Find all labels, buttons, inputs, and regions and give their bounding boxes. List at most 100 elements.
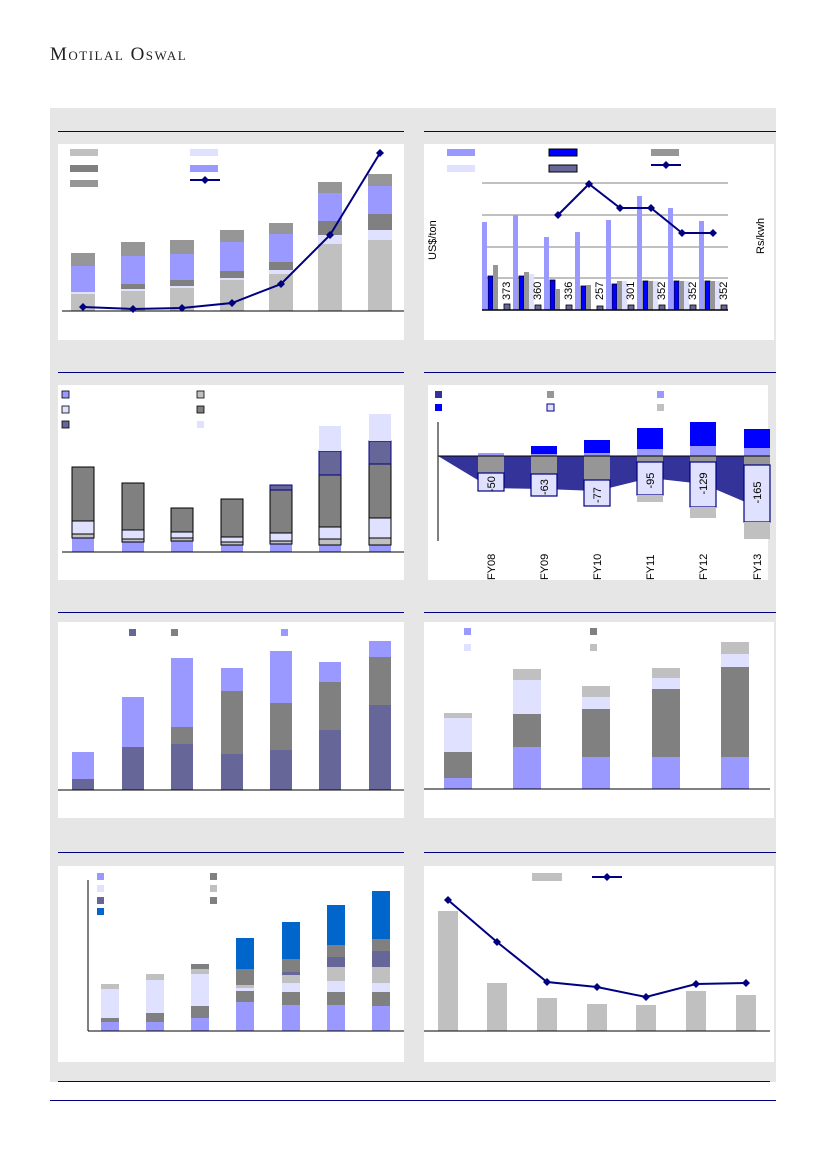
bar-n1 (584, 456, 610, 480)
bar-segment-s3 (319, 662, 341, 682)
line-marker (616, 204, 624, 212)
bar-segment-s3 (146, 980, 164, 1013)
bar-segment-s6 (327, 945, 345, 957)
bar-segment-s6 (282, 959, 300, 972)
bar-segment-s1 (537, 998, 557, 1031)
x-tick-label: FY09 (539, 554, 551, 580)
legend-swatch (281, 629, 288, 636)
bar-segment-s4 (513, 669, 541, 680)
legend-swatch (464, 628, 471, 635)
bar-segment-s1 (636, 1005, 656, 1031)
bar-segment-s1 (368, 240, 392, 311)
legend-swatch (549, 149, 577, 156)
bar-segment-s3 (101, 989, 119, 1018)
legend-outline (548, 164, 578, 173)
legend-swatch (651, 149, 679, 156)
bar-segment-s2 (721, 667, 749, 757)
bar-segment-s3 (170, 280, 194, 286)
legend-swatch (549, 165, 577, 172)
bar-s1 (482, 222, 487, 310)
bar-segment-s3 (444, 718, 472, 752)
data-label: -50 (486, 476, 498, 492)
x-tick-label: FY11 (645, 555, 657, 580)
legend-swatch (129, 629, 136, 636)
line-marker (593, 983, 601, 991)
bar-segment-s1 (319, 545, 341, 552)
bar-segment-s1 (513, 747, 541, 789)
bar-segment-s5 (220, 230, 244, 242)
bar-segment-s2 (121, 289, 145, 291)
bar-s4 (684, 281, 689, 310)
bar-segment-s2 (318, 235, 342, 244)
bar-segment-s7 (236, 938, 254, 969)
bar-n2 (477, 472, 505, 492)
title-rule (58, 612, 404, 613)
bar-p2 (637, 428, 663, 449)
line-marker (554, 211, 562, 219)
bar-segment-s5 (327, 957, 345, 967)
legend-swatch (190, 165, 218, 172)
bar-segment-s2 (368, 230, 392, 240)
bar-segment-s1 (170, 288, 194, 311)
title-rule (424, 852, 776, 853)
line-marker (493, 938, 501, 946)
bar-n2 (689, 461, 717, 508)
legend-outline (548, 148, 578, 157)
line-marker (277, 280, 285, 288)
legend-swatch (190, 149, 218, 156)
bar-s2 (704, 280, 711, 311)
bar-segment-s3 (122, 697, 144, 747)
bar-s4 (653, 281, 658, 310)
x-tick-label: FY13 (752, 554, 764, 580)
bar-segment-s3 (721, 654, 749, 667)
legend-swatch (97, 908, 104, 915)
legend-swatch (210, 873, 217, 880)
bar-n3 (690, 507, 716, 518)
bar-segment-s3 (171, 658, 193, 727)
legend-swatch (657, 391, 664, 398)
bar-segment-s6 (191, 964, 209, 969)
bar-n3 (744, 522, 770, 539)
data-label: -95 (645, 473, 657, 489)
bar-segment-s4 (170, 254, 194, 280)
line-marker (647, 204, 655, 212)
data-label: 360 (532, 282, 544, 300)
line-marker (543, 978, 551, 986)
bar-segment-s2 (319, 682, 341, 730)
bar-segment-s1 (269, 274, 293, 311)
bar-s4 (529, 274, 534, 310)
bar-segment-s1 (487, 983, 507, 1031)
x-tick-label: FY08 (486, 554, 498, 580)
bar-segment-s4 (146, 974, 164, 980)
bar-s2 (549, 279, 556, 311)
source-rule (58, 1081, 770, 1082)
legend-swatch (210, 885, 217, 892)
legend-swatch (196, 405, 205, 414)
bar-segment-s4 (444, 713, 472, 718)
bar-segment-s2 (318, 538, 342, 546)
bar-segment-s2 (369, 657, 391, 705)
bar-segment-s5 (318, 182, 342, 193)
data-label: -129 (698, 472, 710, 494)
bar-segment-s4 (236, 985, 254, 988)
data-label: 301 (625, 282, 637, 300)
bar-segment-s4 (269, 489, 293, 534)
legend-outline (546, 403, 555, 412)
bar-segment-s6 (372, 939, 390, 951)
line-marker (678, 229, 686, 237)
legend-swatch (70, 149, 98, 156)
title-rule (58, 131, 404, 132)
bar-segment-s1 (191, 1018, 209, 1031)
bar-segment-s5 (368, 440, 392, 465)
bar-segment-s5 (282, 972, 300, 975)
line-marker (444, 896, 452, 904)
bar-s2 (673, 280, 680, 311)
bar-segment-s5 (368, 174, 392, 186)
title-rule (424, 612, 776, 613)
bar-s2 (611, 283, 618, 311)
bar-s3 (679, 281, 684, 310)
bar-segment-s1 (369, 705, 391, 790)
bar-segment-s2 (282, 992, 300, 1005)
bar-s1 (637, 196, 642, 310)
bar-segment-s4 (71, 466, 95, 522)
